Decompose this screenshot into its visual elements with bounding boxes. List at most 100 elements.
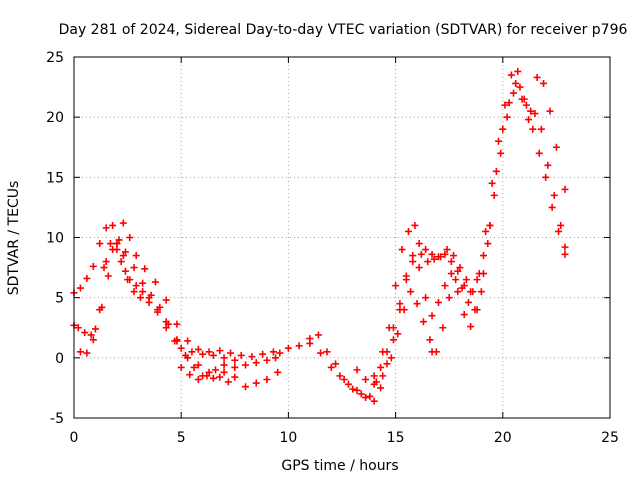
data-point — [141, 265, 149, 273]
data-point — [419, 318, 427, 326]
data-point — [473, 276, 481, 284]
data-point — [428, 250, 436, 258]
data-point — [417, 250, 425, 258]
data-point — [96, 240, 104, 248]
data-point — [357, 390, 365, 398]
x-tick-label: 10 — [279, 430, 297, 446]
data-point — [426, 336, 434, 344]
data-point — [121, 248, 129, 256]
data-point — [139, 279, 147, 287]
data-point — [428, 312, 436, 320]
data-point — [194, 375, 202, 383]
data-point — [272, 354, 280, 362]
data-point — [462, 276, 470, 284]
data-point — [527, 107, 535, 115]
data-point — [445, 294, 453, 302]
data-point — [548, 203, 556, 211]
data-point — [434, 298, 442, 306]
x-tick-label: 20 — [494, 430, 512, 446]
data-point — [139, 288, 147, 296]
data-point — [259, 350, 267, 358]
data-point — [349, 385, 357, 393]
data-point — [274, 368, 282, 376]
data-point — [109, 221, 117, 229]
data-point — [242, 383, 250, 391]
data-point — [248, 353, 256, 361]
data-point — [306, 339, 314, 347]
data-point — [488, 179, 496, 187]
data-point — [537, 125, 545, 133]
series-trace-5 — [177, 361, 282, 391]
data-point — [561, 250, 569, 258]
data-point — [546, 107, 554, 115]
y-tick-label: 10 — [46, 231, 64, 247]
data-point — [503, 113, 511, 121]
data-point — [100, 264, 108, 272]
data-point — [209, 351, 217, 359]
x-axis-label: GPS time / hours — [281, 458, 398, 474]
data-point — [542, 173, 550, 181]
data-point — [561, 185, 569, 193]
data-point — [544, 161, 552, 169]
data-point — [156, 303, 164, 311]
y-tick-label: 15 — [46, 170, 64, 186]
data-point — [394, 330, 402, 338]
data-point — [252, 359, 260, 367]
data-point — [124, 276, 132, 284]
data-point — [205, 368, 213, 376]
data-point — [89, 336, 97, 344]
y-tick-label: 25 — [46, 50, 64, 66]
data-point — [113, 240, 121, 248]
data-point — [490, 191, 498, 199]
data-point — [377, 384, 385, 392]
data-point — [231, 373, 239, 381]
axes — [73, 56, 611, 419]
data-point — [132, 282, 140, 290]
data-point — [389, 336, 397, 344]
data-point — [252, 379, 260, 387]
data-point — [126, 234, 134, 241]
data-point — [467, 288, 475, 296]
data-point — [492, 167, 500, 175]
data-point — [507, 71, 515, 79]
data-point — [362, 394, 370, 402]
data-point — [552, 143, 560, 151]
data-point — [540, 79, 548, 87]
data-point — [227, 349, 235, 357]
data-point — [428, 348, 436, 356]
data-point — [102, 258, 110, 266]
data-point — [109, 246, 117, 254]
data-point — [284, 344, 292, 352]
data-point — [409, 258, 417, 266]
data-point — [119, 219, 127, 227]
data-point — [224, 378, 232, 386]
data-point — [550, 191, 558, 199]
data-point — [535, 149, 543, 157]
data-point — [145, 298, 153, 306]
data-point — [480, 270, 488, 278]
data-point — [130, 264, 138, 272]
data-point — [484, 240, 492, 248]
data-point — [314, 331, 322, 339]
data-point — [317, 349, 325, 357]
data-point — [514, 67, 522, 75]
data-point — [332, 360, 340, 368]
data-point — [518, 95, 526, 103]
data-point — [295, 342, 303, 350]
data-point — [447, 258, 455, 266]
data-point — [447, 270, 455, 278]
data-point — [452, 276, 460, 284]
data-point — [117, 258, 125, 266]
data-point — [162, 324, 170, 332]
data-point — [212, 366, 220, 374]
x-tick-label: 5 — [177, 430, 186, 446]
data-point — [529, 125, 537, 133]
data-point — [83, 349, 91, 357]
data-point — [136, 294, 144, 302]
data-point — [231, 356, 239, 364]
data-point — [220, 361, 228, 369]
data-point — [130, 288, 138, 296]
data-point — [242, 361, 250, 369]
data-point — [422, 294, 430, 302]
data-point — [383, 360, 391, 368]
